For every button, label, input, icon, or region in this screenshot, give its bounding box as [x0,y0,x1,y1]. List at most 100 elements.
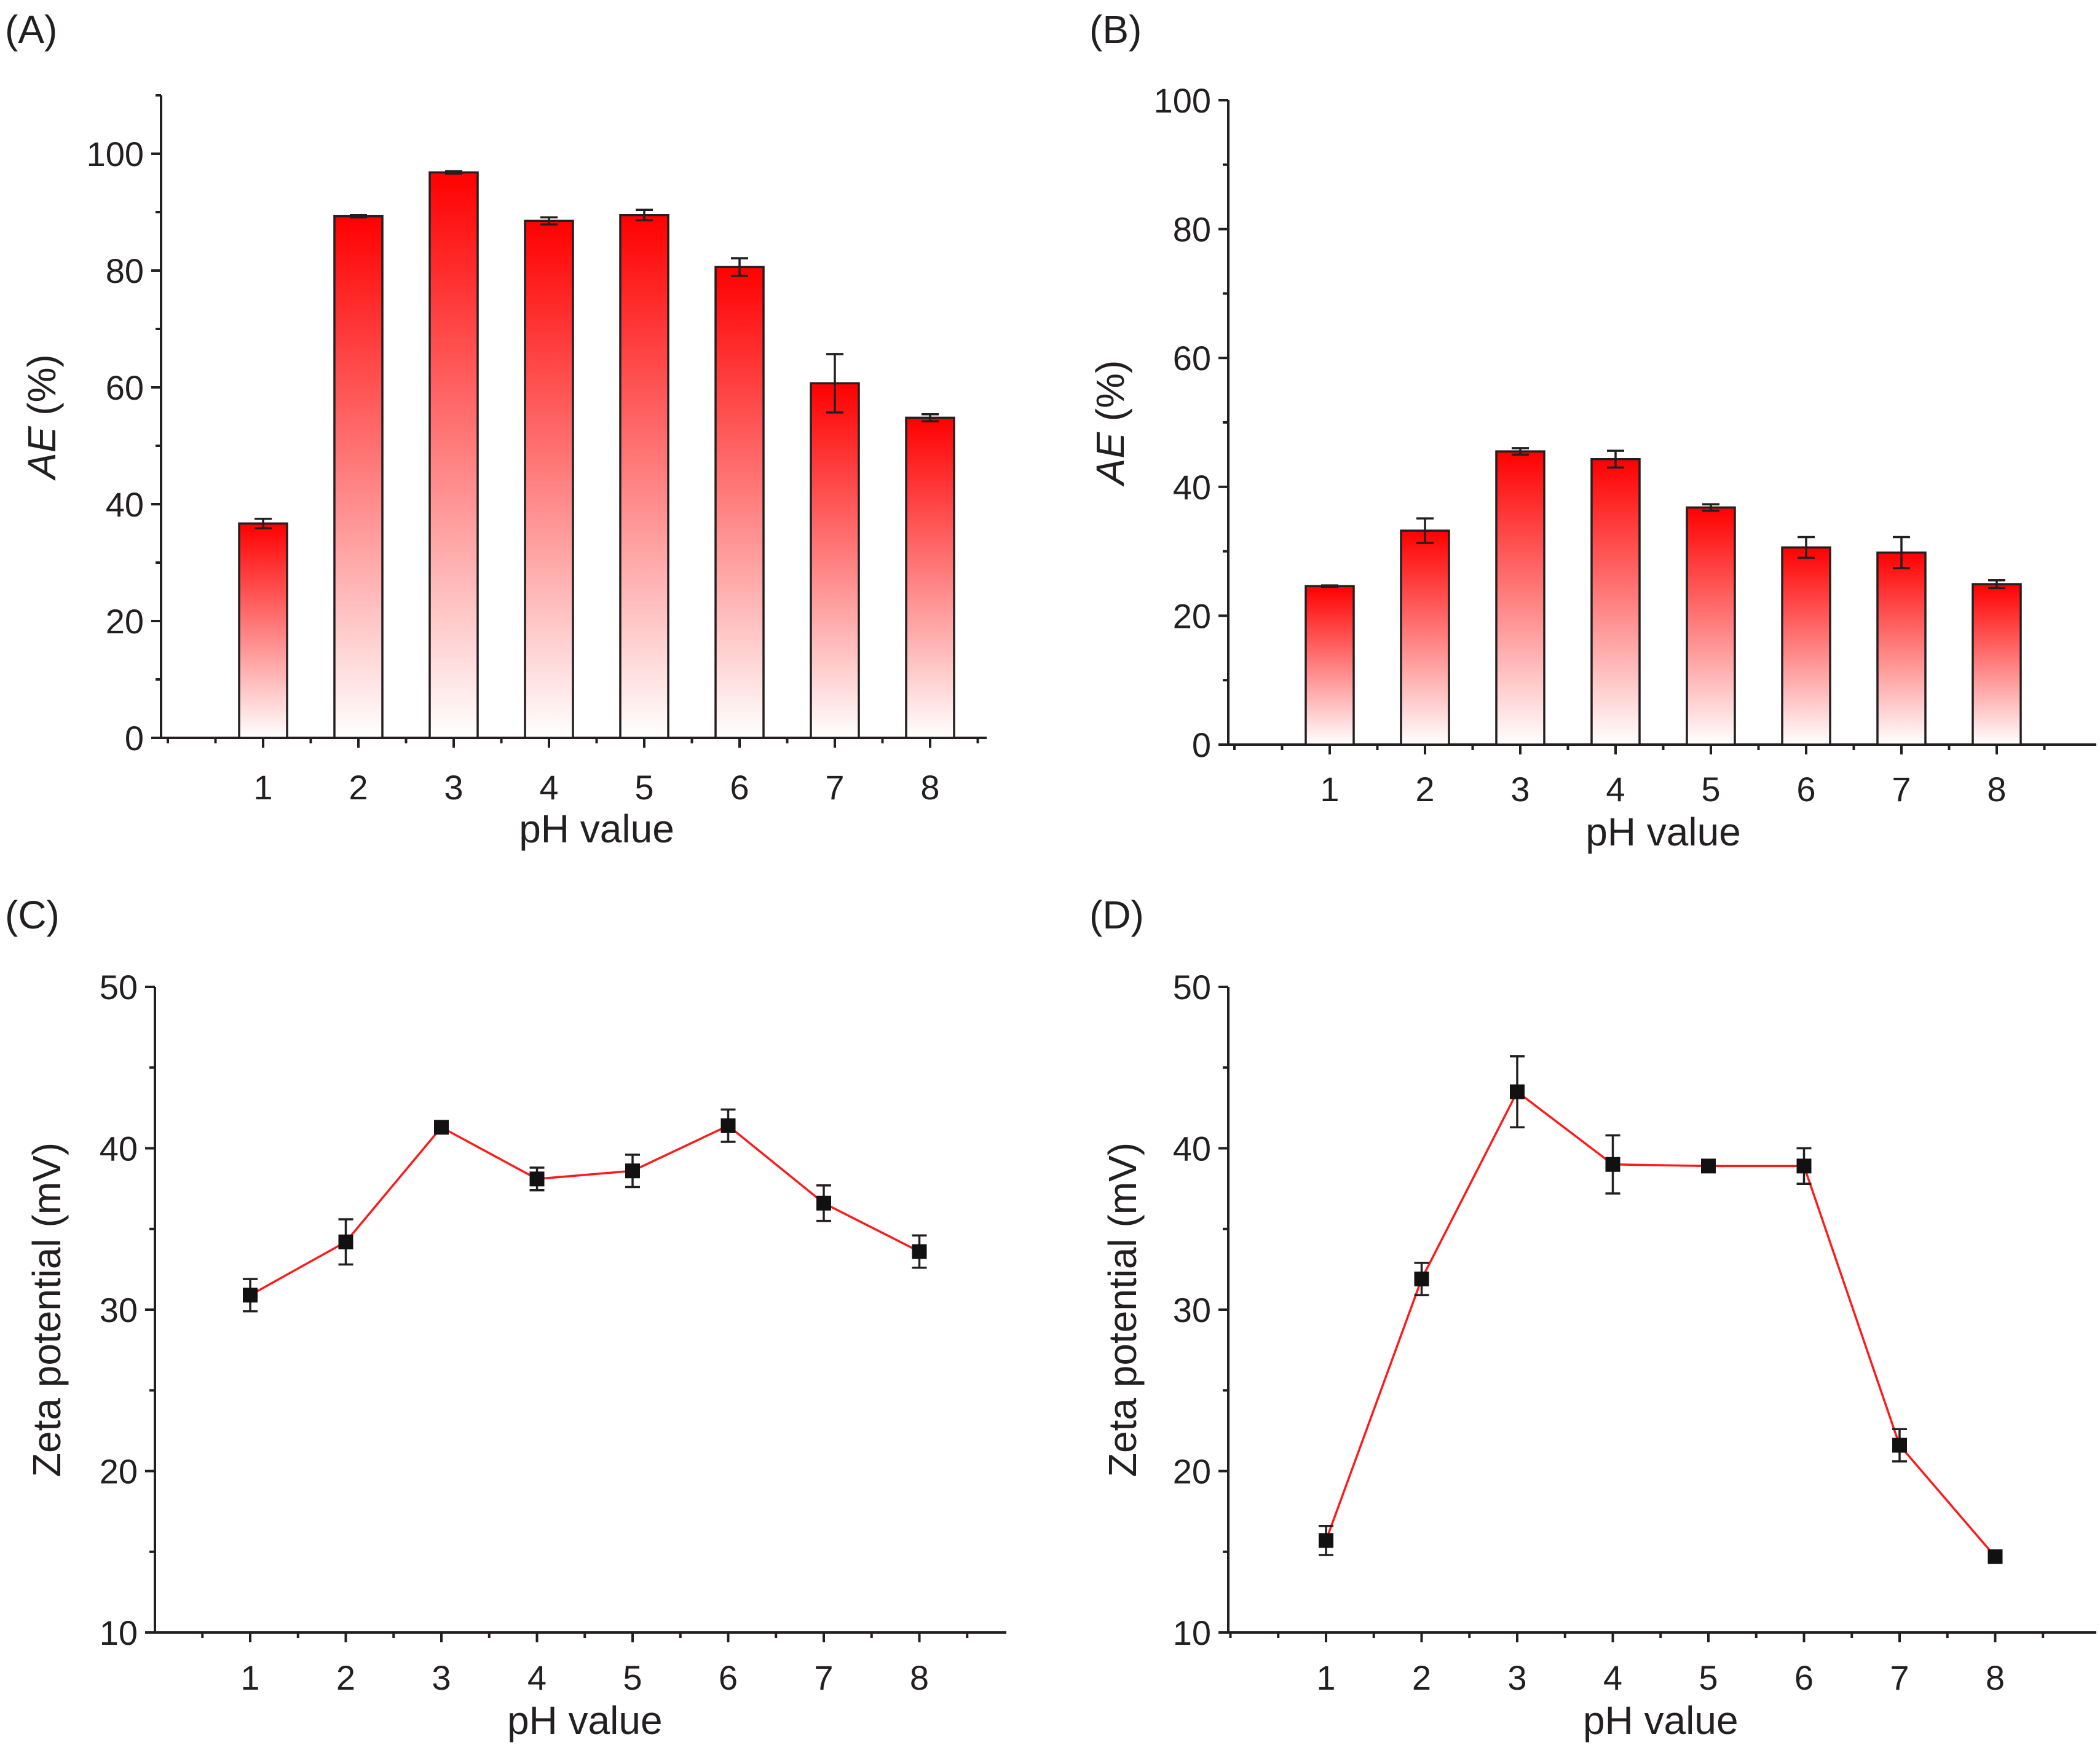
data-point [1701,1158,1716,1174]
y-tick-label: 80 [106,251,144,290]
error-bar [445,170,462,175]
bar [905,416,955,739]
bar [810,382,860,739]
panel-letter: (D) [1089,893,1144,937]
y-tick-label: 50 [1173,968,1211,1007]
y-tick-label: 100 [87,135,144,173]
axes [154,987,1006,1634]
x-tick-label: 2 [1415,770,1434,809]
y-tick-label: 20 [100,1452,138,1491]
x-tick-label: 7 [1892,770,1911,809]
error-bar [922,413,939,422]
y-tick-label: 20 [1173,1452,1211,1491]
y-axis-label: AE (%) [20,354,64,481]
error-bar [350,214,367,219]
bar [619,214,669,739]
series-line [1325,1090,1996,1557]
panel-a: (A) 0 20 40 60 80 100 1 2 3 4 5 6 7 8 pH value AE (%) [5,7,987,851]
x-axis-label: pH value [507,1698,663,1743]
x-tick-label: 1 [253,768,272,807]
error-bar [636,208,653,222]
panel-letter: (C) [5,893,60,937]
x-tick-label: 8 [1986,1658,2005,1697]
y-tick-label: 80 [1173,210,1211,249]
x-tick-label: 4 [1606,770,1625,809]
x-tick-label: 2 [336,1658,355,1697]
bar [1876,551,1927,746]
x-tick-label: 1 [1316,1658,1335,1697]
bar [333,215,384,739]
y-axis-label: Zeta potential (mV) [25,1142,69,1477]
x-axis-label: pH value [519,807,674,851]
panel-letter: (B) [1089,7,1142,52]
axes [1227,987,2096,1634]
x-tick-label: 6 [1796,770,1815,809]
data-point [816,1195,831,1211]
error-bar [1321,584,1338,588]
bar [1400,529,1450,746]
x-tick-label: 5 [634,768,653,807]
error-bar [1702,503,1719,512]
x-tick-label: 6 [730,768,749,807]
panel-b: (B) 0 20 40 60 80 100 1 2 3 4 5 6 7 8 pH value AE (%) [1088,7,2096,854]
panel-c: (C) 10 20 30 40 50 1 2 3 4 5 6 7 8 pH value Zeta potent… [5,893,1006,1743]
data-point [1605,1157,1620,1172]
data-point [1319,1533,1333,1548]
data-point [1796,1158,1812,1174]
data-point [434,1120,449,1135]
y-tick-label: 0 [125,719,144,758]
bar [238,522,288,739]
data-point [1414,1272,1429,1287]
y-tick-label: 10 [1173,1613,1211,1652]
y-tick-label: 40 [1173,1130,1211,1168]
x-axis-label: pH value [1583,1698,1739,1743]
x-tick-label: 3 [444,768,463,807]
error-bar [255,518,272,529]
error-bar [1893,536,1910,569]
x-tick-label: 1 [240,1658,259,1697]
x-tick-label: 2 [1412,1658,1431,1697]
error-bar [826,353,843,414]
y-tick-label: 20 [1173,596,1211,635]
bar [428,171,479,739]
x-tick-label: 4 [539,768,558,807]
panel-d: (D) 10 20 30 40 50 1 2 3 4 5 6 7 8 pH value Zeta potent… [1089,893,2096,1743]
y-tick-label: 40 [1173,468,1211,507]
x-tick-label: 4 [1603,1658,1622,1697]
y-axis-label-unit: (%) [20,354,64,426]
y-axis-label: AE (%) [1088,360,1132,488]
error-bar [1416,517,1434,544]
y-tick-label: 50 [100,968,138,1007]
data-point [338,1234,353,1249]
axes [1227,100,2096,746]
y-tick-label: 40 [100,1130,138,1168]
y-tick-label: 10 [100,1613,138,1652]
series-line [250,1124,920,1296]
error-bar [1607,449,1624,469]
data-point [243,1288,258,1303]
panel-letter: (A) [5,7,57,52]
bar [1972,583,2022,746]
data-point [529,1171,545,1187]
y-axis-label: Zeta potential (mV) [1100,1142,1145,1477]
y-axis-label-italic: AE [20,425,64,481]
x-tick-label: 8 [920,768,939,807]
data-point [1988,1549,2003,1564]
error-bar [1798,536,1815,559]
bar [1495,450,1545,746]
x-tick-label: 2 [349,768,368,807]
x-tick-label: 1 [1320,770,1339,809]
x-tick-label: 7 [825,768,844,807]
y-tick-label: 20 [106,602,144,641]
bar [1305,585,1355,746]
error-bar [1512,447,1529,456]
y-axis-label-unit: (%) [1088,360,1132,432]
x-tick-label: 7 [1890,1658,1909,1697]
y-tick-label: 100 [1154,81,1211,120]
bar [1686,506,1736,746]
y-tick-label: 60 [1173,339,1211,378]
x-tick-label: 8 [910,1658,929,1697]
bar [1781,546,1831,746]
error-bar [540,216,558,226]
